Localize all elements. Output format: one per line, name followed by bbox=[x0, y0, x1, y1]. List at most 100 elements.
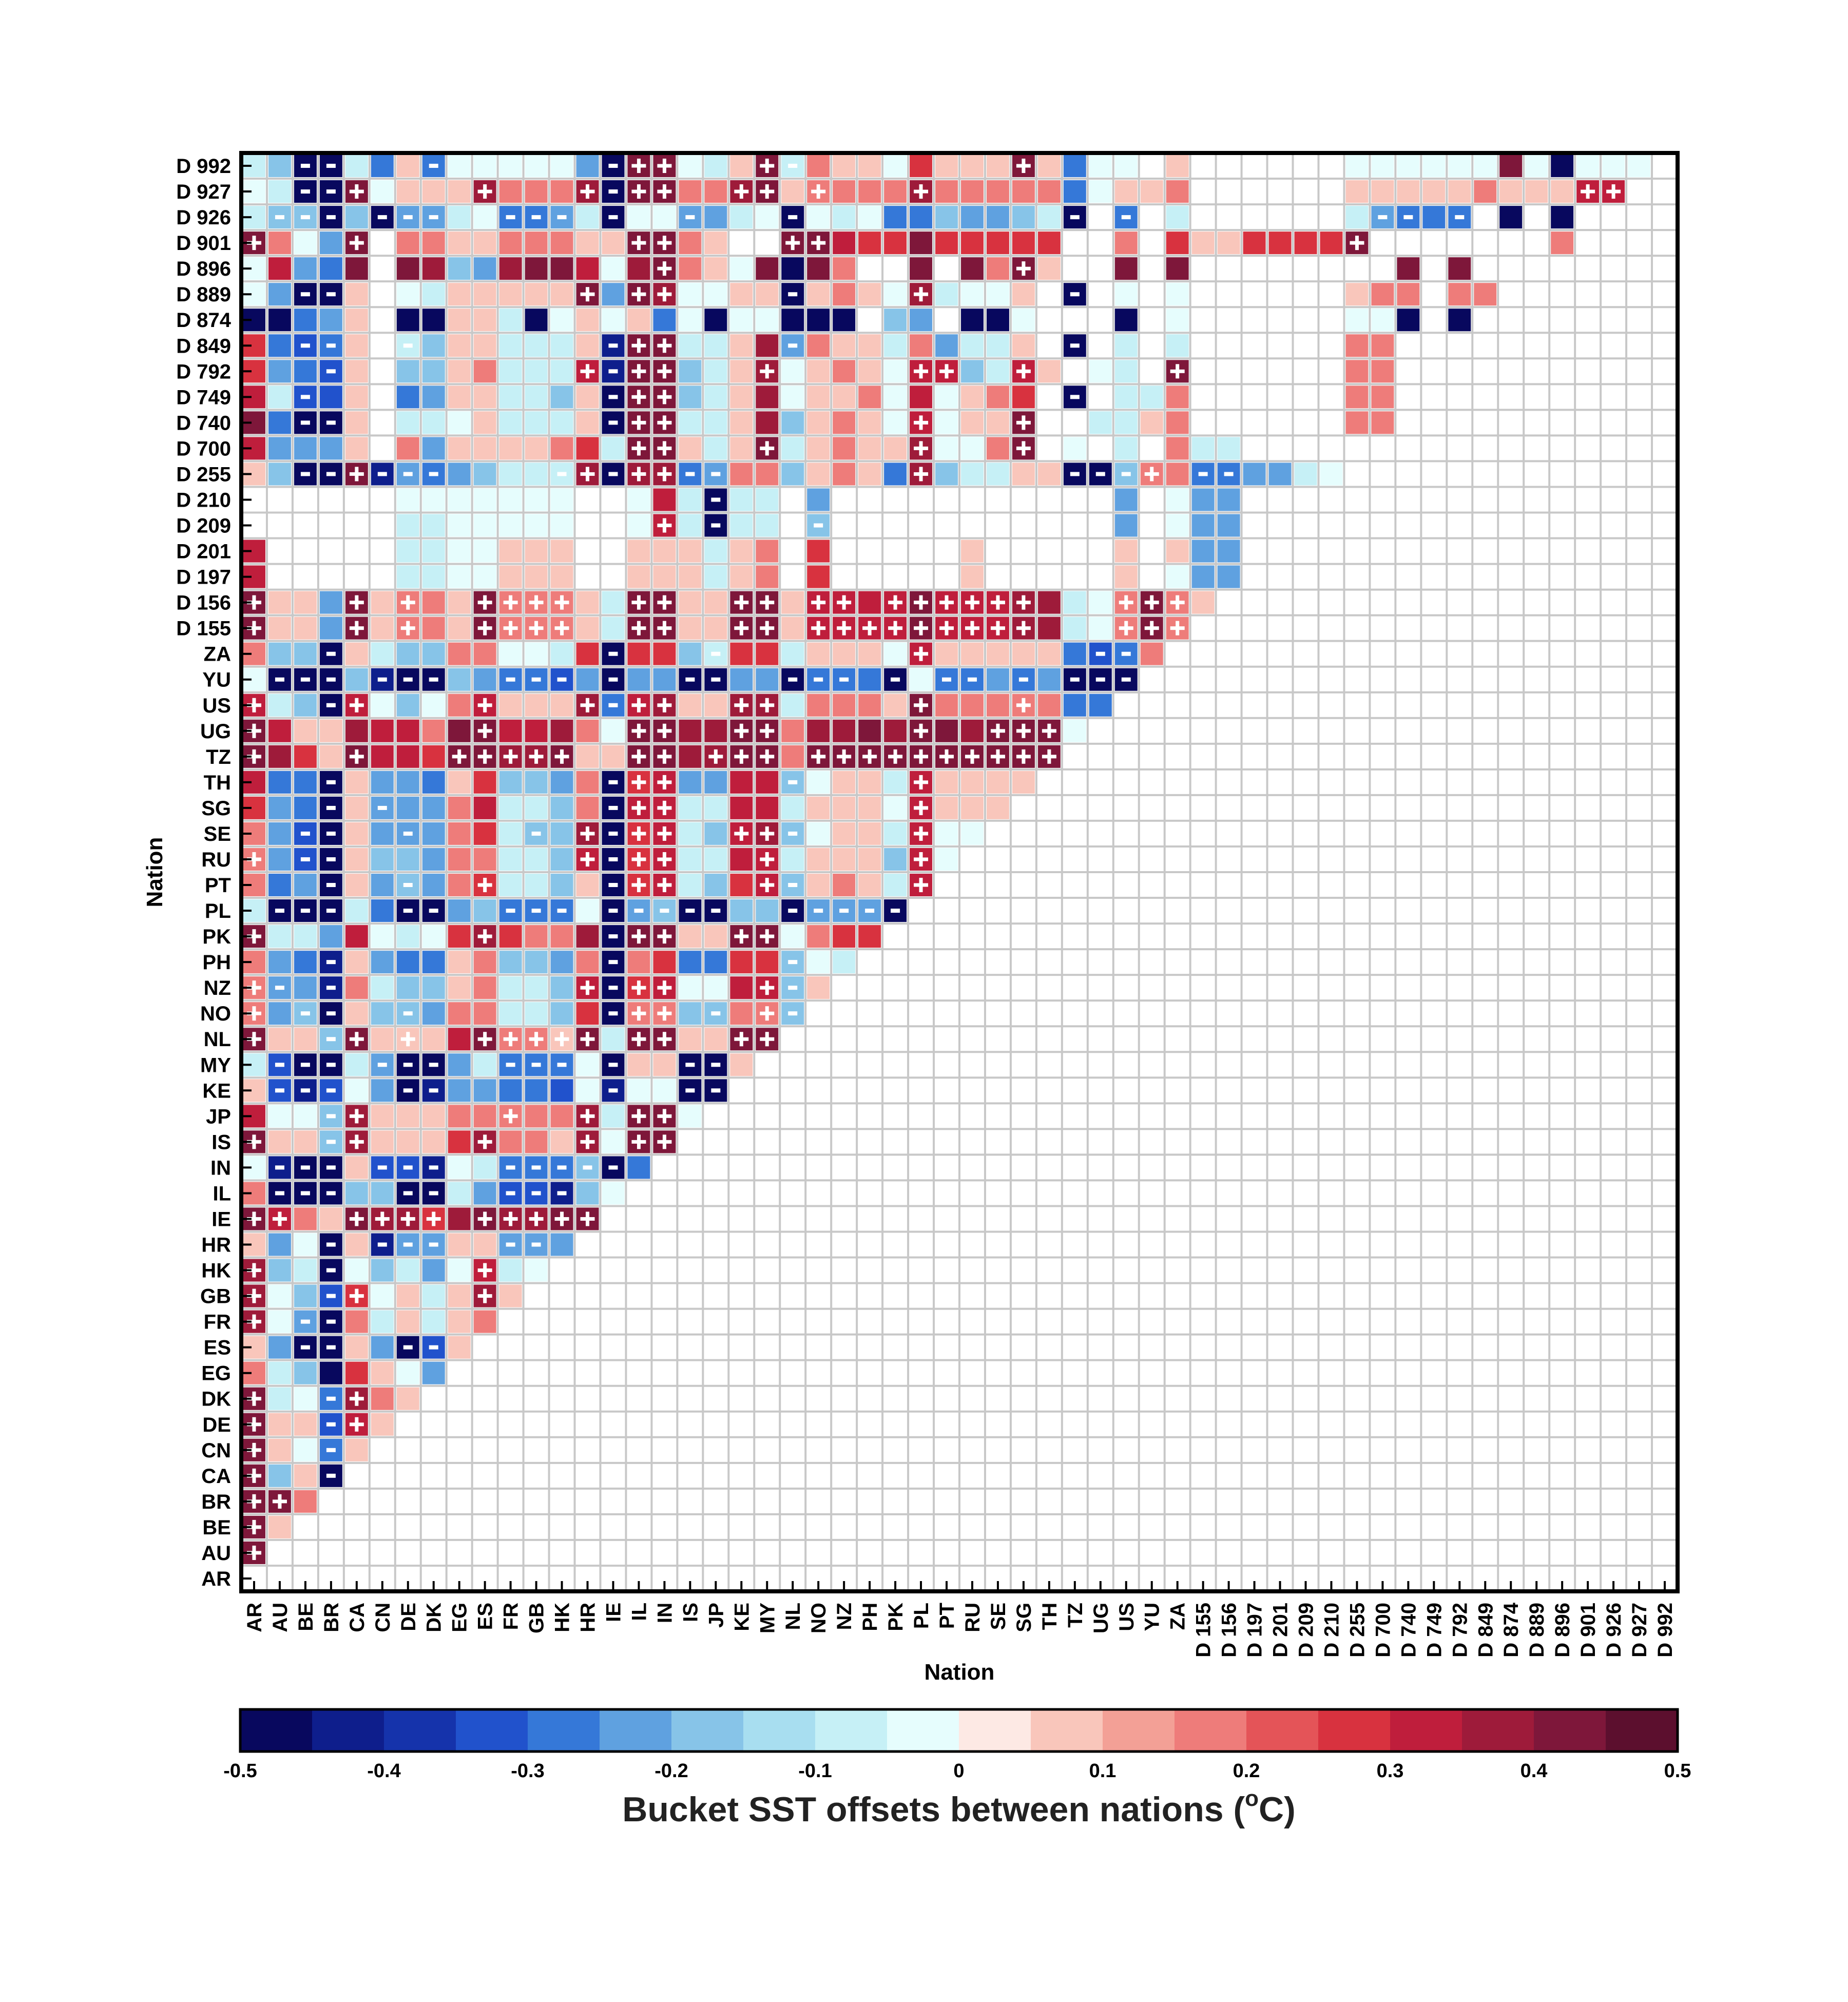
heatmap-cell bbox=[1448, 309, 1471, 332]
significance-minus-marker bbox=[531, 677, 541, 682]
heatmap-cell bbox=[345, 822, 368, 845]
x-tick-label: US bbox=[1115, 1603, 1138, 1631]
heatmap-cell bbox=[268, 694, 291, 717]
heatmap-cell bbox=[730, 360, 753, 383]
heatmap-cell bbox=[396, 437, 419, 460]
heatmap-cell bbox=[345, 976, 368, 999]
heatmap-cell bbox=[345, 334, 368, 357]
heatmap-cell bbox=[422, 411, 445, 434]
significance-minus-marker bbox=[326, 1473, 336, 1478]
heatmap-cell bbox=[935, 411, 958, 434]
significance-plus-marker bbox=[739, 826, 743, 841]
heatmap-cell bbox=[422, 232, 445, 255]
heatmap-cell bbox=[679, 874, 702, 897]
significance-plus-marker bbox=[842, 749, 846, 764]
heatmap-cell bbox=[345, 1182, 368, 1205]
heatmap-cell bbox=[653, 309, 676, 332]
heatmap-cell bbox=[268, 1387, 291, 1410]
significance-plus-marker bbox=[765, 929, 769, 944]
heatmap-cell bbox=[781, 925, 804, 948]
significance-minus-marker bbox=[326, 909, 336, 913]
heatmap-cell bbox=[345, 1259, 368, 1282]
heatmap-cell bbox=[1140, 411, 1163, 434]
significance-plus-marker bbox=[483, 929, 487, 944]
heatmap-cell bbox=[268, 1515, 291, 1538]
significance-minus-marker bbox=[608, 780, 618, 784]
heatmap-cell bbox=[704, 283, 727, 306]
significance-minus-marker bbox=[300, 1165, 310, 1170]
heatmap-cell bbox=[371, 1002, 394, 1025]
heatmap-cell bbox=[961, 437, 984, 460]
heatmap-cell bbox=[268, 232, 291, 255]
heatmap-cell bbox=[884, 309, 907, 332]
significance-minus-marker bbox=[1378, 215, 1388, 220]
heatmap-cell bbox=[730, 488, 753, 511]
heatmap-cell bbox=[448, 1002, 471, 1025]
significance-minus-marker bbox=[429, 1088, 438, 1093]
heatmap-cell bbox=[1166, 334, 1189, 357]
significance-plus-marker bbox=[662, 184, 666, 199]
significance-minus-marker bbox=[403, 472, 413, 476]
heatmap-cell bbox=[679, 411, 702, 434]
significance-minus-marker bbox=[788, 343, 798, 348]
heatmap-cell bbox=[807, 540, 830, 563]
heatmap-cell bbox=[294, 771, 317, 794]
heatmap-cell bbox=[473, 899, 496, 922]
heatmap-cell bbox=[448, 1156, 471, 1179]
significance-minus-marker bbox=[711, 909, 721, 913]
heatmap-cell bbox=[448, 1259, 471, 1282]
heatmap-cell bbox=[499, 925, 522, 948]
significance-plus-marker bbox=[662, 441, 666, 456]
heatmap-cell bbox=[550, 925, 573, 948]
significance-plus-marker bbox=[765, 364, 769, 379]
significance-minus-marker bbox=[608, 857, 618, 861]
heatmap-cell bbox=[319, 1207, 342, 1230]
heatmap-cell bbox=[473, 309, 496, 332]
heatmap-cell bbox=[935, 386, 958, 409]
heatmap-cell bbox=[499, 386, 522, 409]
heatmap-cell bbox=[319, 309, 342, 332]
significance-plus-marker bbox=[1022, 698, 1026, 713]
significance-minus-marker bbox=[788, 164, 798, 168]
heatmap-cell bbox=[525, 771, 548, 794]
heatmap-cell bbox=[473, 1053, 496, 1076]
heatmap-cell bbox=[268, 463, 291, 486]
heatmap-cell bbox=[1114, 514, 1138, 537]
significance-plus-marker bbox=[355, 595, 359, 610]
heatmap-cell bbox=[345, 951, 368, 974]
x-tick-label: PL bbox=[910, 1603, 933, 1629]
heatmap-cell bbox=[756, 488, 779, 511]
heatmap-cell bbox=[396, 796, 419, 819]
significance-plus-marker bbox=[919, 364, 923, 379]
heatmap-cell bbox=[345, 1053, 368, 1076]
significance-minus-marker bbox=[557, 1191, 567, 1196]
heatmap-cell bbox=[1166, 232, 1189, 255]
heatmap-cell bbox=[1422, 206, 1446, 229]
heatmap-cell bbox=[294, 1028, 317, 1051]
heatmap-cell bbox=[448, 642, 471, 665]
x-tick-label: PH bbox=[859, 1603, 881, 1631]
heatmap-cell bbox=[730, 334, 753, 357]
heatmap-cell bbox=[396, 642, 419, 665]
heatmap-cell bbox=[730, 1002, 753, 1025]
significance-minus-marker bbox=[326, 472, 336, 476]
heatmap-cell bbox=[756, 463, 779, 486]
heatmap-cell bbox=[499, 309, 522, 332]
heatmap-cell bbox=[550, 232, 573, 255]
significance-plus-marker bbox=[1176, 595, 1180, 610]
significance-minus-marker bbox=[531, 909, 541, 913]
significance-minus-marker bbox=[608, 343, 618, 348]
heatmap-cell bbox=[345, 1438, 368, 1461]
significance-plus-marker bbox=[252, 236, 256, 251]
heatmap-cell bbox=[268, 1438, 291, 1461]
heatmap-cell bbox=[294, 1284, 317, 1307]
heatmap-cell bbox=[448, 899, 471, 922]
heatmap-cell bbox=[396, 771, 419, 794]
heatmap-cell bbox=[473, 232, 496, 255]
significance-plus-marker bbox=[637, 698, 641, 713]
heatmap-cell bbox=[422, 540, 445, 563]
heatmap-cell bbox=[294, 1259, 317, 1282]
heatmap-cell bbox=[422, 257, 445, 280]
heatmap-cell bbox=[473, 1079, 496, 1102]
heatmap-cell bbox=[730, 976, 753, 999]
